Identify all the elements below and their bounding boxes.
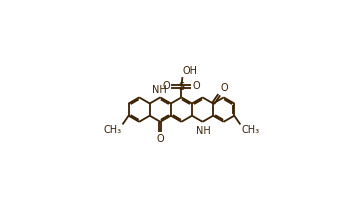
Text: O: O — [192, 82, 200, 92]
Text: O: O — [163, 82, 171, 92]
Text: CH₃: CH₃ — [241, 125, 259, 135]
Text: NH: NH — [196, 126, 211, 136]
Text: O: O — [220, 83, 228, 93]
Text: O: O — [156, 134, 164, 144]
Text: S: S — [178, 82, 184, 92]
Text: OH: OH — [183, 66, 198, 76]
Text: NH: NH — [152, 85, 166, 95]
Text: CH₃: CH₃ — [104, 125, 122, 135]
